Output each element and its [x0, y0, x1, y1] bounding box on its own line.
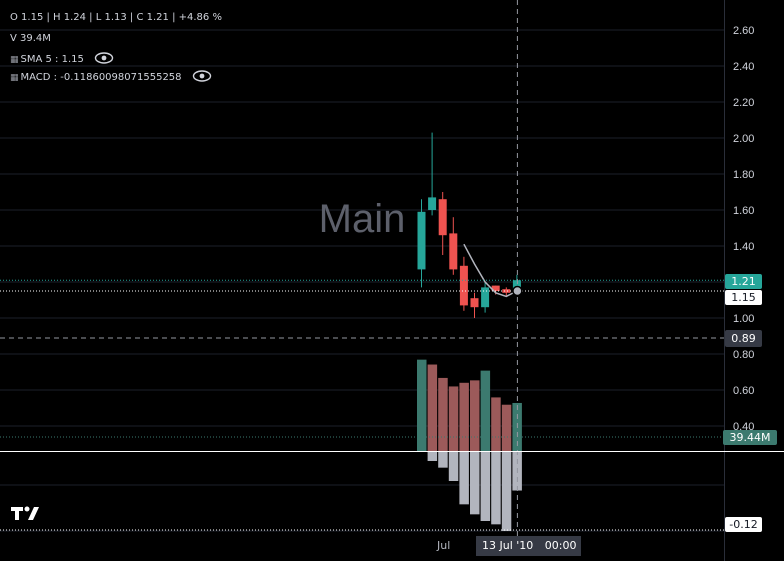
- crosshair-time-label: 13 Jul '10 00:00: [476, 536, 581, 556]
- volume-bar: [417, 359, 427, 451]
- candle-body: [438, 199, 447, 236]
- price-tick-label: 2.20: [733, 97, 754, 109]
- ohlc-values: O 1.15 | H 1.24 | L 1.13 | C 1.21 | +4.8…: [10, 12, 222, 23]
- volume-bar: [427, 364, 438, 451]
- sma-line: [463, 243, 518, 298]
- price-axis[interactable]: 2.602.402.202.001.801.601.401.201.000.80…: [733, 25, 754, 433]
- macd-bar: [459, 451, 469, 505]
- time-axis-month: Jul: [437, 539, 451, 552]
- volume-bar: [501, 404, 512, 451]
- price-tick-label: 1.40: [733, 241, 754, 253]
- macd-bar: [427, 451, 438, 461]
- macd-legend[interactable]: ▦ MACD : -0.11860098071555258: [10, 70, 212, 85]
- drag-handle-icon[interactable]: ▦: [10, 54, 19, 65]
- sma-legend[interactable]: ▦ SMA 5 : 1.15: [10, 52, 114, 67]
- crosshair-price-label: 0.89: [725, 330, 762, 347]
- price-tick-label: 0.80: [733, 349, 754, 361]
- candle-body: [512, 280, 521, 291]
- volume-value: V 39.4M: [10, 33, 51, 44]
- macd-bar: [480, 451, 491, 521]
- macd-histogram: [417, 451, 522, 531]
- sma-price-label: 1.15: [725, 290, 762, 305]
- crosshair-dot: [512, 285, 523, 297]
- candle-body: [417, 211, 426, 270]
- crosshair-date: 13 Jul '10: [482, 539, 534, 552]
- volume-bar: [480, 370, 491, 451]
- volume-bar: [438, 377, 448, 451]
- eye-icon[interactable]: [192, 70, 212, 85]
- price-tick-label: 2.00: [733, 133, 754, 145]
- crosshair-time: 00:00: [544, 539, 577, 552]
- candle-body: [428, 197, 437, 210]
- macd-bar: [448, 451, 459, 481]
- drag-handle-icon[interactable]: ▦: [10, 72, 19, 83]
- volume-label: 39.44M: [723, 430, 777, 445]
- ohlc-legend: O 1.15 | H 1.24 | L 1.13 | C 1.21 | +4.8…: [10, 12, 222, 23]
- candle-body: [459, 265, 468, 306]
- volume-bar: [470, 380, 480, 451]
- macd-bar: [501, 451, 512, 531]
- price-tick-label: 1.00: [733, 313, 754, 325]
- price-tick-label: 2.60: [733, 25, 754, 37]
- macd-bar: [470, 451, 480, 515]
- candle-body: [470, 298, 479, 308]
- last-price-label: 1.21: [725, 274, 762, 289]
- volume-bar: [459, 382, 469, 451]
- macd-value: MACD : -0.11860098071555258: [20, 72, 182, 83]
- macd-bar: [438, 451, 448, 468]
- price-tick-label: 0.60: [733, 385, 754, 397]
- macd-bar: [491, 451, 501, 525]
- watermark: Main: [319, 197, 406, 241]
- price-tick-label: 1.80: [733, 169, 754, 181]
- candlestick-series: [417, 132, 521, 318]
- volume-bar: [491, 397, 501, 451]
- volume-bar: [448, 386, 459, 451]
- macd-label: -0.12: [725, 517, 762, 532]
- candle-body: [481, 287, 490, 308]
- candle-body: [449, 233, 458, 270]
- volume-legend: V 39.4M: [10, 33, 51, 44]
- price-tick-label: 2.40: [733, 61, 754, 73]
- price-tick-label: 1.60: [733, 205, 754, 217]
- candle-body: [502, 289, 511, 293]
- tradingview-logo-icon[interactable]: [10, 505, 42, 525]
- eye-icon[interactable]: [94, 52, 114, 67]
- sma-value: SMA 5 : 1.15: [20, 54, 84, 65]
- grid-lines: [0, 0, 725, 561]
- guide-lines: [0, 0, 784, 536]
- candle-body: [491, 285, 500, 291]
